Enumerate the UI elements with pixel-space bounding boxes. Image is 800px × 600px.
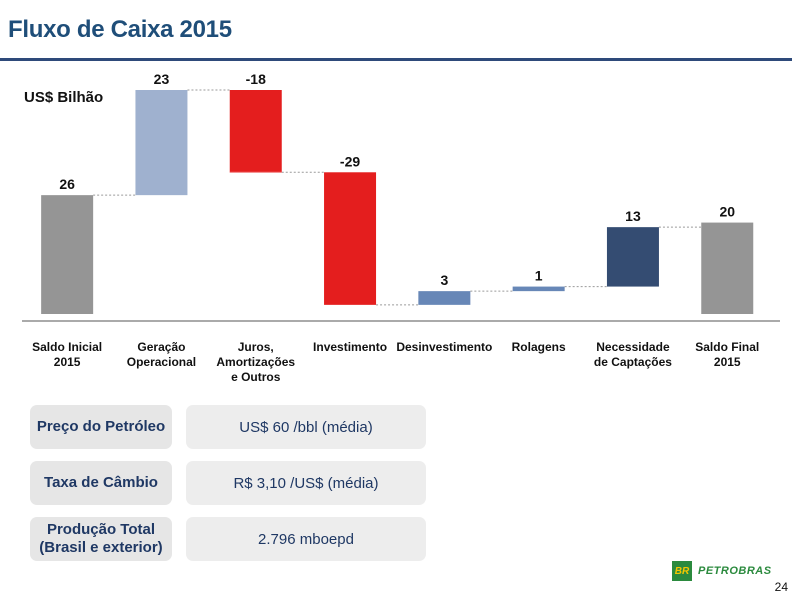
data-label-7: 13 (625, 208, 641, 224)
category-label-3: Juros, Amortizações e Outros (216, 340, 296, 384)
data-label-8: 20 (719, 204, 735, 220)
bar-5 (418, 291, 471, 305)
info-value-oil-price: US$ 60 /bbl (média) (186, 405, 426, 449)
title-divider (0, 58, 792, 61)
data-label-1: 26 (59, 176, 75, 192)
category-label-8: Saldo Final 2015 (695, 340, 760, 369)
category-label-5: Desinvestimento (396, 340, 493, 354)
bar-4 (324, 172, 377, 305)
logo-wordmark: PETROBRAS (698, 565, 772, 577)
bar-6 (512, 286, 565, 292)
info-label-production: Produção Total (Brasil e exterior) (30, 517, 172, 561)
page-title: Fluxo de Caixa 2015 (8, 16, 232, 43)
bar-1 (41, 195, 94, 314)
info-value-exchange-rate: R$ 3,10 /US$ (média) (186, 461, 426, 505)
bar-7 (606, 227, 659, 287)
info-label-oil-price: Preço do Petróleo (30, 405, 172, 449)
category-label-6: Rolagens (511, 340, 566, 354)
category-label-1: Saldo Inicial 2015 (32, 340, 103, 369)
br-logo-icon: BR (672, 561, 692, 581)
data-label-4: -29 (340, 153, 360, 169)
waterfall-chart: 26 23 -18 -29 3 1 13 20 (22, 71, 780, 322)
data-label-5: 3 (440, 272, 448, 288)
data-label-6: 1 (535, 268, 543, 284)
data-label-2: 23 (154, 71, 170, 87)
unit-label: US$ Bilhão (24, 89, 104, 106)
data-label-3: -18 (246, 71, 266, 87)
info-label-exchange-rate: Taxa de Câmbio (30, 461, 172, 505)
category-label-4: Investimento (313, 340, 388, 354)
category-label-7: Necessidade de Captações (593, 340, 672, 369)
page-number: 24 (774, 580, 788, 594)
category-label-2: Geração Operacional (126, 340, 197, 369)
bar-8 (701, 222, 754, 314)
petrobras-logo: BR PETROBRAS (672, 561, 772, 581)
info-value-production: 2.796 mboepd (186, 517, 426, 561)
bar-3 (229, 90, 282, 173)
bar-2 (135, 90, 188, 196)
